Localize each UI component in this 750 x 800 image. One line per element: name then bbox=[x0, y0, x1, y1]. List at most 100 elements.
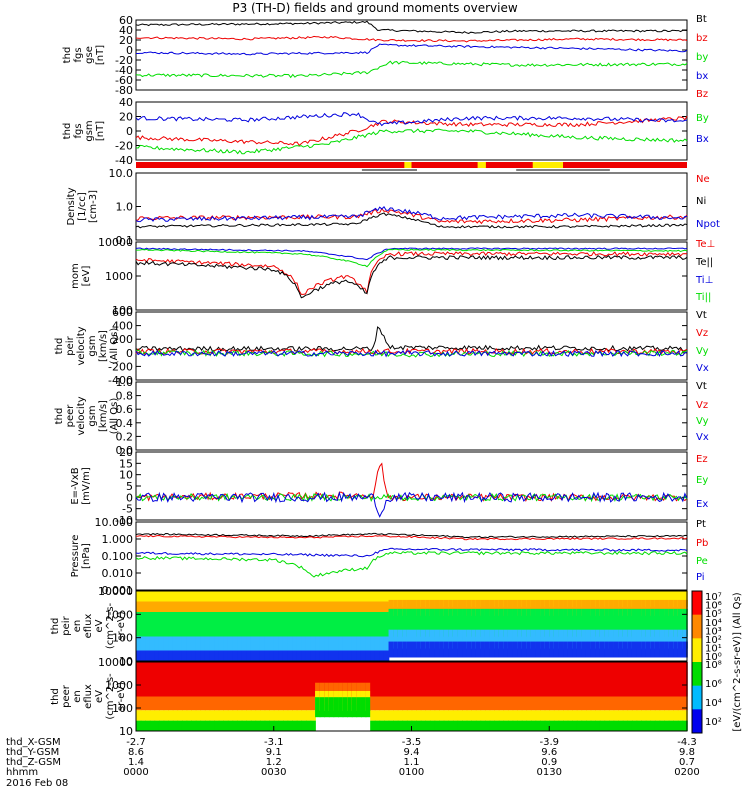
spectrogram-cell bbox=[214, 662, 220, 697]
ytick-label: 0 bbox=[126, 125, 133, 138]
legend-Vx: Vx bbox=[696, 432, 709, 443]
panel-density: 10.0 1.0 0.1 Density [1/cc] [cm-3] Ne Ni Npot bbox=[66, 167, 720, 247]
spectrogram-cell bbox=[599, 591, 606, 607]
xaxis-row-label: thd_Y-GSM bbox=[6, 747, 59, 758]
spectrogram-cell bbox=[195, 612, 202, 637]
spectrogram-cell bbox=[282, 612, 289, 637]
spectrogram-cell bbox=[608, 629, 615, 649]
spectrogram-cell bbox=[237, 710, 243, 721]
spectrogram-cell bbox=[379, 591, 385, 602]
ylabel-line: Density bbox=[66, 187, 77, 225]
spectrogram-cell bbox=[439, 599, 445, 616]
spectrogram-cell bbox=[388, 696, 394, 711]
spectrogram-cell bbox=[351, 636, 358, 651]
spectrogram-cell bbox=[636, 629, 642, 649]
spectrogram-cell bbox=[351, 662, 358, 697]
spectrogram-cell bbox=[342, 650, 349, 661]
legend-Ex: Ex bbox=[696, 499, 708, 510]
spectrogram-cell bbox=[521, 710, 528, 721]
spectrogram-cell bbox=[682, 629, 688, 649]
spectrogram-cell bbox=[443, 662, 450, 697]
spectrogram-cell bbox=[347, 591, 353, 602]
spectrogram-cell bbox=[255, 601, 261, 612]
spectrogram-cell bbox=[149, 612, 156, 637]
spectrogram-cell bbox=[351, 650, 358, 661]
spectrogram-cell bbox=[622, 629, 629, 649]
spectrogram-cell bbox=[158, 696, 165, 711]
spectrogram-cell bbox=[668, 641, 675, 658]
spectrogram-cell bbox=[241, 720, 247, 731]
legend-Ti||: Ti|| bbox=[695, 292, 711, 303]
spectrogram-cell bbox=[393, 608, 399, 637]
spectrogram-cell bbox=[471, 710, 477, 721]
spectrogram-cell bbox=[503, 710, 509, 721]
spectrogram-cell bbox=[351, 591, 358, 602]
spectrogram-cell bbox=[269, 720, 275, 731]
ytick-label: 5 bbox=[126, 480, 133, 493]
spectrogram-cell bbox=[282, 591, 289, 602]
spectrogram-cell bbox=[572, 710, 578, 721]
ylabel-line: [eV] bbox=[81, 266, 92, 287]
spectrogram-cell bbox=[636, 720, 642, 731]
spectrogram-cell bbox=[512, 662, 518, 697]
spectrogram-cell bbox=[608, 641, 615, 658]
spectrogram-cell bbox=[462, 629, 468, 649]
spectrogram-cell bbox=[604, 641, 610, 658]
spectrogram-cell bbox=[338, 697, 344, 718]
spectrogram-cell bbox=[595, 662, 601, 697]
ytick-label: 200 bbox=[112, 333, 133, 346]
spectrogram-cell bbox=[209, 696, 215, 711]
ytick-label: 1.0 bbox=[116, 201, 134, 214]
ytick-label: 0.010 bbox=[102, 567, 134, 580]
ytick-label: 10000 bbox=[98, 585, 133, 598]
spectrogram-cell bbox=[480, 696, 486, 711]
spectrogram-cell bbox=[668, 710, 675, 721]
spectrogram-cell bbox=[585, 591, 592, 607]
spectrogram-cell bbox=[223, 662, 229, 697]
spectrogram-cell bbox=[305, 636, 312, 651]
ytick-label: 20 bbox=[119, 446, 133, 459]
spectrogram-cell bbox=[305, 601, 312, 612]
spectrogram-cell bbox=[659, 720, 665, 731]
xtick-label-x: -3.9 bbox=[539, 737, 559, 748]
spectrogram-cell bbox=[549, 591, 555, 607]
colorbar-tick: 10² bbox=[705, 635, 722, 646]
series-fgs-Bt bbox=[135, 20, 688, 34]
spectrogram-cell bbox=[549, 629, 555, 649]
spectrogram-cell bbox=[163, 601, 169, 612]
spectrogram-cell bbox=[209, 710, 215, 721]
ylabel-line: thd bbox=[50, 688, 61, 705]
spectrogram-cell bbox=[471, 591, 477, 607]
spectrogram-cell bbox=[540, 608, 546, 637]
spectrogram-cell bbox=[163, 612, 169, 637]
spectrogram-cell bbox=[241, 696, 247, 711]
spectrogram-cell bbox=[374, 710, 381, 721]
ylabel-line: mom bbox=[70, 263, 81, 289]
spectrogram-cell bbox=[140, 601, 146, 612]
ytick-label: 100 bbox=[112, 304, 133, 317]
spectrogram-cell bbox=[360, 601, 367, 612]
spectrogram-cell bbox=[397, 641, 404, 658]
spectrogram-cell bbox=[622, 599, 629, 616]
spectrogram-cell bbox=[553, 662, 560, 697]
ylabel-line: Pressure bbox=[70, 535, 81, 578]
spectrogram-cell bbox=[677, 696, 684, 711]
spectrogram-cell bbox=[668, 720, 675, 731]
spectrogram-cell bbox=[177, 720, 183, 731]
spectrogram-cell bbox=[379, 696, 385, 711]
colorbar-tick: 10⁴ bbox=[705, 618, 722, 629]
spectrogram-cell bbox=[503, 641, 509, 658]
spectrogram-cell bbox=[618, 662, 624, 697]
spectrogram-cell bbox=[259, 662, 266, 697]
spectrogram-cell bbox=[576, 696, 583, 711]
spectrogram-cell bbox=[333, 636, 339, 651]
spectrogram-cell bbox=[191, 591, 197, 602]
spectrogram-cell bbox=[553, 591, 560, 607]
spectrogram-cell bbox=[255, 710, 261, 721]
spectrogram-cell bbox=[241, 612, 247, 637]
spectrogram-cell bbox=[287, 636, 293, 651]
spectrogram-cell bbox=[246, 662, 252, 697]
spectrogram-cell bbox=[374, 601, 381, 612]
spectrogram-cell bbox=[397, 629, 404, 649]
ytick-label: 20 bbox=[119, 34, 133, 47]
